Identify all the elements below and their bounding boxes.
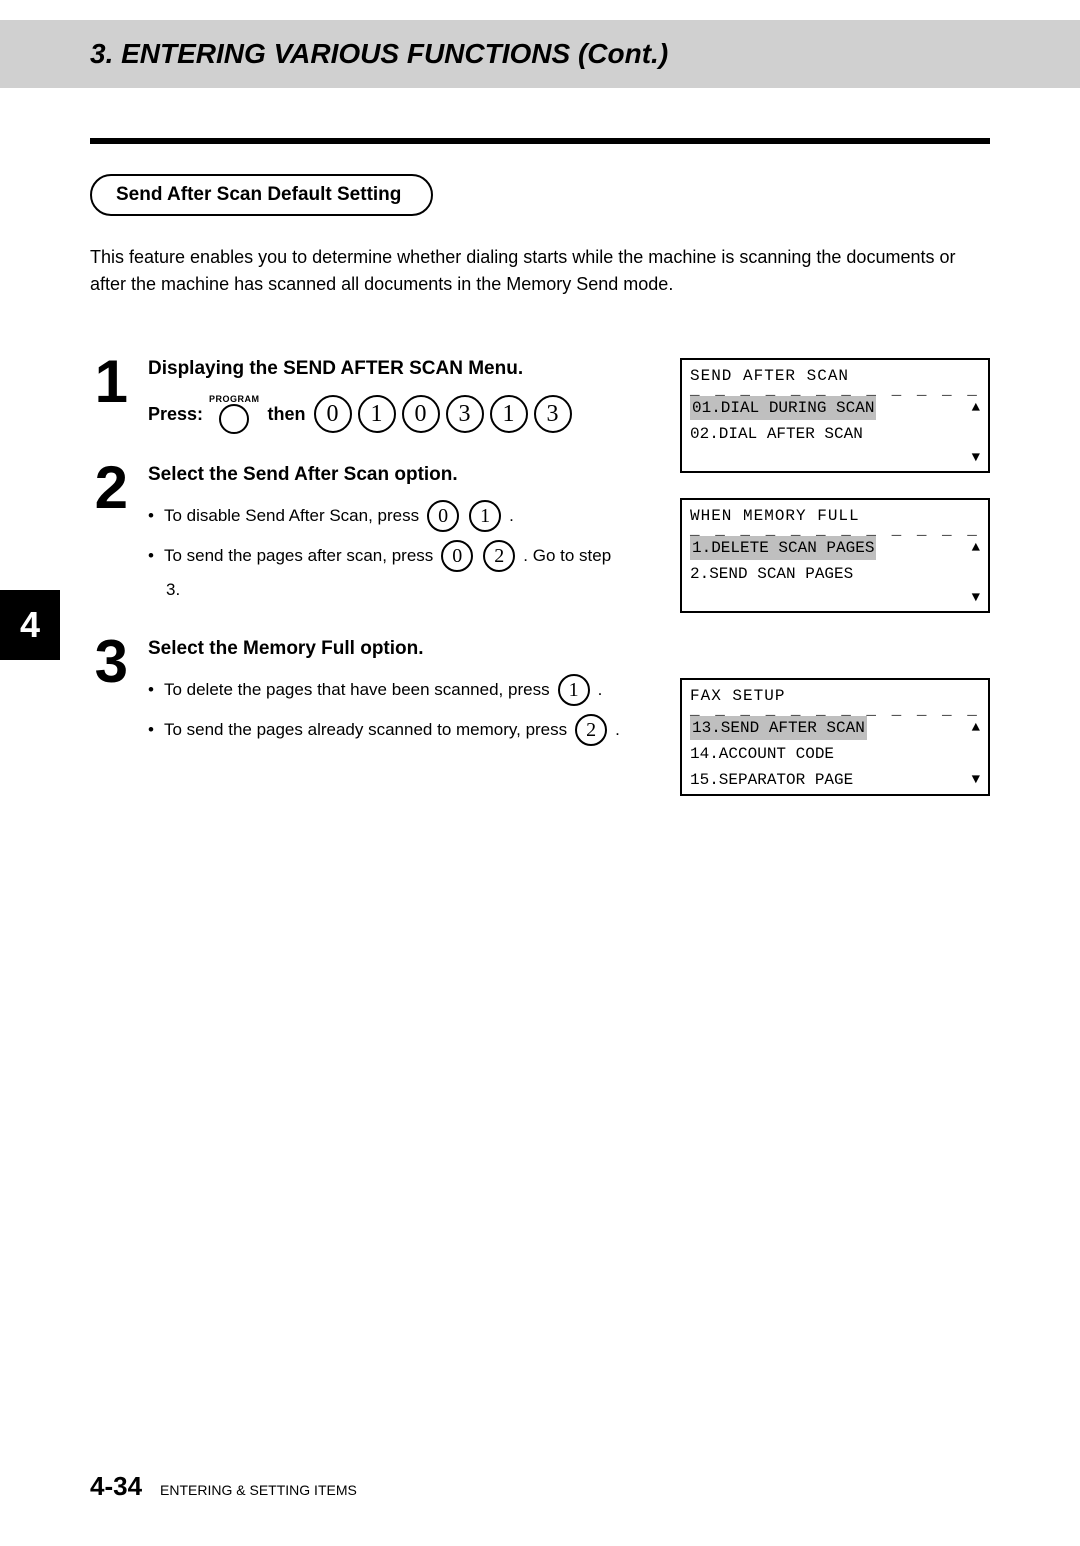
then-label: then xyxy=(268,404,306,425)
arrow-up-icon: ▲ xyxy=(972,538,980,559)
b1-text: To disable Send After Scan, press xyxy=(164,506,419,526)
footer-section: ENTERING & SETTING ITEMS xyxy=(160,1482,357,1498)
step-2-title: Select the Send After Scan option. xyxy=(148,464,618,486)
intro-paragraph: This feature enables you to determine wh… xyxy=(90,244,990,298)
lcd3-row1-text: 13.SEND AFTER SCAN xyxy=(690,716,867,740)
b2-text: To send the pages after scan, press xyxy=(164,546,433,566)
lcd2-row1: 1.DELETE SCAN PAGES ▲ xyxy=(682,536,988,562)
lcd-panel-3: FAX SETUP _ _ _ _ _ _ _ _ _ _ _ _ 13.SEN… xyxy=(680,678,990,796)
step-3-title: Select the Memory Full option. xyxy=(148,638,628,660)
key-0: 0 xyxy=(441,540,473,572)
lcd2-row1-text: 1.DELETE SCAN PAGES xyxy=(690,536,876,560)
step-1-number: 1 xyxy=(90,358,128,406)
lcd2-row2-text: 2.SEND SCAN PAGES xyxy=(690,562,853,586)
lcd3-row2-text: 14.ACCOUNT CODE xyxy=(690,742,834,766)
header-title: 3. ENTERING VARIOUS FUNCTIONS (Cont.) xyxy=(90,38,1050,70)
step-2-number: 2 xyxy=(90,464,128,512)
b2-post: . xyxy=(615,720,620,740)
step-3-bullet-1: • To delete the pages that have been sca… xyxy=(148,674,628,706)
step-3-number: 3 xyxy=(90,638,128,686)
lcd3-row3-text: 15.SEPARATOR PAGE xyxy=(690,768,853,792)
lcd-dashes: _ _ _ _ _ _ _ _ _ _ _ _ xyxy=(682,708,988,716)
key-1: 1 xyxy=(358,395,396,433)
lcd1-row2: 02.DIAL AFTER SCAN xyxy=(682,422,988,448)
page-number: 4-34 xyxy=(90,1471,142,1502)
section-pill: Send After Scan Default Setting xyxy=(90,174,433,216)
lcd3-row2: 14.ACCOUNT CODE xyxy=(682,742,988,768)
arrow-down-icon: ▼ xyxy=(972,770,980,791)
lcd1-row3: ▼ xyxy=(682,448,988,471)
lcd3-row3: 15.SEPARATOR PAGE ▼ xyxy=(682,768,988,794)
step-3-bullet-2: • To send the pages already scanned to m… xyxy=(148,714,628,746)
step-2-bullet-2-cont: 3. xyxy=(148,580,618,600)
program-circle-icon xyxy=(219,404,249,434)
step-2-body: Select the Send After Scan option. • To … xyxy=(148,464,618,608)
arrow-up-icon: ▲ xyxy=(972,718,980,739)
steps-area: SEND AFTER SCAN _ _ _ _ _ _ _ _ _ _ _ _ … xyxy=(90,358,990,754)
key-0: 0 xyxy=(427,500,459,532)
key-1: 1 xyxy=(490,395,528,433)
b2-text: To send the pages already scanned to mem… xyxy=(164,720,567,740)
arrow-down-icon: ▼ xyxy=(972,448,980,469)
lcd1-header: SEND AFTER SCAN xyxy=(682,360,988,388)
key-3: 3 xyxy=(534,395,572,433)
page-header: 3. ENTERING VARIOUS FUNCTIONS (Cont.) xyxy=(0,20,1080,88)
divider-thick xyxy=(90,138,990,144)
arrow-down-icon: ▼ xyxy=(972,588,980,609)
lcd1-row1-text: 01.DIAL DURING SCAN xyxy=(690,396,876,420)
b2-post: . Go to step xyxy=(523,546,611,566)
chapter-tab: 4 xyxy=(0,590,60,660)
bullet-icon: • xyxy=(148,680,154,700)
lcd1-row2-text: 02.DIAL AFTER SCAN xyxy=(690,422,863,446)
step-2-bullet-2: • To send the pages after scan, press 0 … xyxy=(148,540,618,572)
arrow-up-icon: ▲ xyxy=(972,398,980,419)
key-0: 0 xyxy=(402,395,440,433)
program-button: PROGRAM xyxy=(209,394,260,434)
key-2: 2 xyxy=(575,714,607,746)
lcd-dashes: _ _ _ _ _ _ _ _ _ _ _ _ xyxy=(682,388,988,396)
content-area: Send After Scan Default Setting This fea… xyxy=(0,88,1080,754)
program-label: PROGRAM xyxy=(209,394,260,404)
step-3-body: Select the Memory Full option. • To dele… xyxy=(148,638,628,754)
key-1: 1 xyxy=(469,500,501,532)
lcd1-row1: 01.DIAL DURING SCAN ▲ xyxy=(682,396,988,422)
b1-post: . xyxy=(598,680,603,700)
press-label: Press: xyxy=(148,404,203,425)
b1-text: To delete the pages that have been scann… xyxy=(164,680,550,700)
page-footer: 4-34 ENTERING & SETTING ITEMS xyxy=(90,1471,357,1502)
lcd-dashes: _ _ _ _ _ _ _ _ _ _ _ _ xyxy=(682,528,988,536)
bullet-icon: • xyxy=(148,720,154,740)
lcd2-header: WHEN MEMORY FULL xyxy=(682,500,988,528)
key-1: 1 xyxy=(558,674,590,706)
key-3: 3 xyxy=(446,395,484,433)
lcd3-header: FAX SETUP xyxy=(682,680,988,708)
lcd-panel-1: SEND AFTER SCAN _ _ _ _ _ _ _ _ _ _ _ _ … xyxy=(680,358,990,473)
key-0: 0 xyxy=(314,395,352,433)
lcd-panel-2: WHEN MEMORY FULL _ _ _ _ _ _ _ _ _ _ _ _… xyxy=(680,498,990,613)
b2-line2: 3. xyxy=(166,580,180,600)
b1-post: . xyxy=(509,506,514,526)
lcd3-row1: 13.SEND AFTER SCAN ▲ xyxy=(682,716,988,742)
key-2: 2 xyxy=(483,540,515,572)
step-2-bullet-1: • To disable Send After Scan, press 0 1 … xyxy=(148,500,618,532)
bullet-icon: • xyxy=(148,546,154,566)
lcd2-row3: ▼ xyxy=(682,588,988,611)
lcd2-row2: 2.SEND SCAN PAGES xyxy=(682,562,988,588)
bullet-icon: • xyxy=(148,506,154,526)
